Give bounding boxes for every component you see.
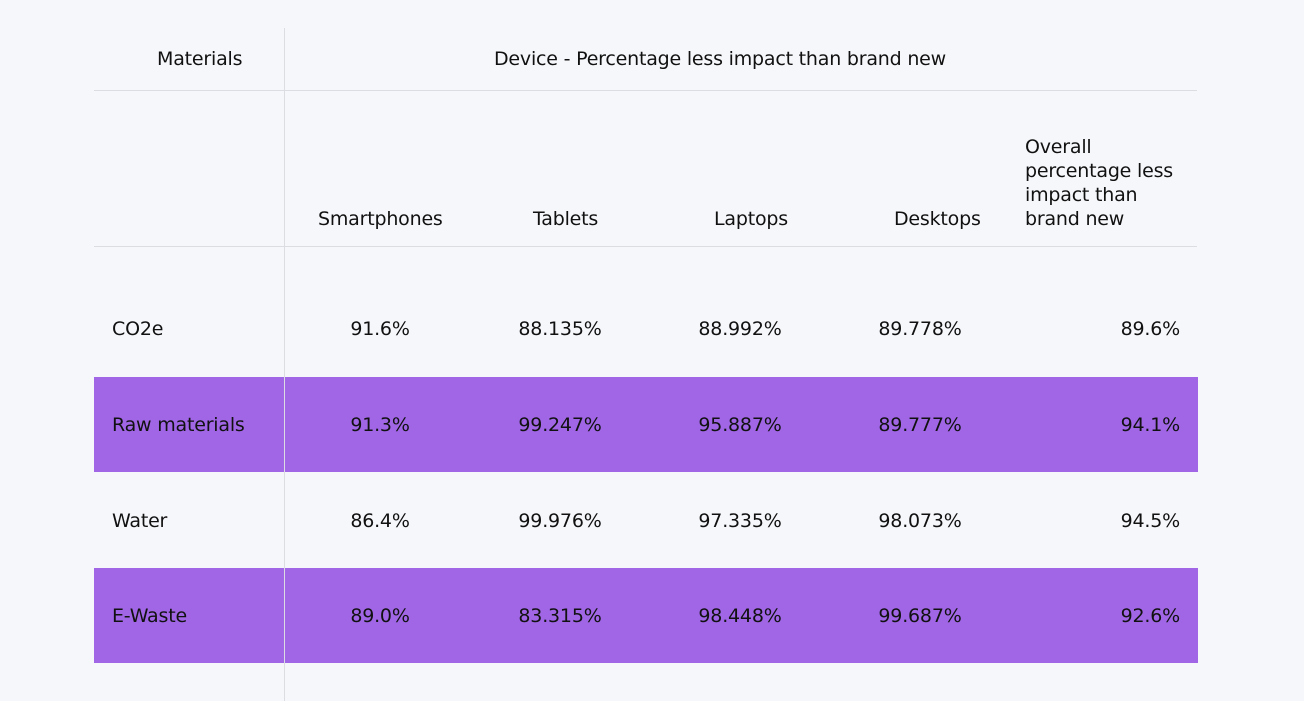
cell-co2e-laptops: 88.992% <box>698 318 782 340</box>
header-divider <box>94 90 1197 91</box>
header-device-group: Device - Percentage less impact than bra… <box>494 48 947 70</box>
row-label-e-waste: E-Waste <box>112 605 187 627</box>
row-label-raw-materials: Raw materials <box>112 414 245 436</box>
column-header-overall: Overall percentage less impact than bran… <box>1025 136 1173 230</box>
column-divider-vertical <box>284 28 285 701</box>
cell-raw-materials-laptops: 95.887% <box>698 414 782 436</box>
cell-e-waste-smartphones: 89.0% <box>350 605 410 627</box>
cell-water-smartphones: 86.4% <box>350 510 410 532</box>
cell-co2e-smartphones: 91.6% <box>350 318 410 340</box>
cell-water-tablets: 99.976% <box>518 510 602 532</box>
header-materials: Materials <box>157 48 243 70</box>
column-header-smartphones: Smartphones <box>318 208 443 230</box>
row-label-water: Water <box>112 510 168 532</box>
cell-e-waste-laptops: 98.448% <box>698 605 782 627</box>
cell-e-waste-overall: 92.6% <box>1120 605 1181 627</box>
cell-e-waste-desktops: 99.687% <box>878 605 962 627</box>
row-label-co2e: CO2e <box>112 318 164 340</box>
cell-raw-materials-tablets: 99.247% <box>518 414 602 436</box>
cell-co2e-tablets: 88.135% <box>518 318 602 340</box>
column-header-desktops: Desktops <box>894 208 981 230</box>
column-header-laptops: Laptops <box>714 208 788 230</box>
cell-e-waste-tablets: 83.315% <box>518 605 602 627</box>
cell-co2e-desktops: 89.778% <box>878 318 962 340</box>
row-highlight-e-waste <box>94 568 1198 663</box>
cell-water-laptops: 97.335% <box>698 510 782 532</box>
cell-raw-materials-smartphones: 91.3% <box>350 414 410 436</box>
cell-raw-materials-overall: 94.1% <box>1120 414 1181 436</box>
subheader-divider <box>94 246 1197 247</box>
cell-water-desktops: 98.073% <box>878 510 962 532</box>
cell-raw-materials-desktops: 89.777% <box>878 414 962 436</box>
cell-water-overall: 94.5% <box>1120 510 1181 532</box>
cell-co2e-overall: 89.6% <box>1120 318 1181 340</box>
row-highlight-raw-materials <box>94 377 1198 472</box>
column-header-tablets: Tablets <box>533 208 599 230</box>
